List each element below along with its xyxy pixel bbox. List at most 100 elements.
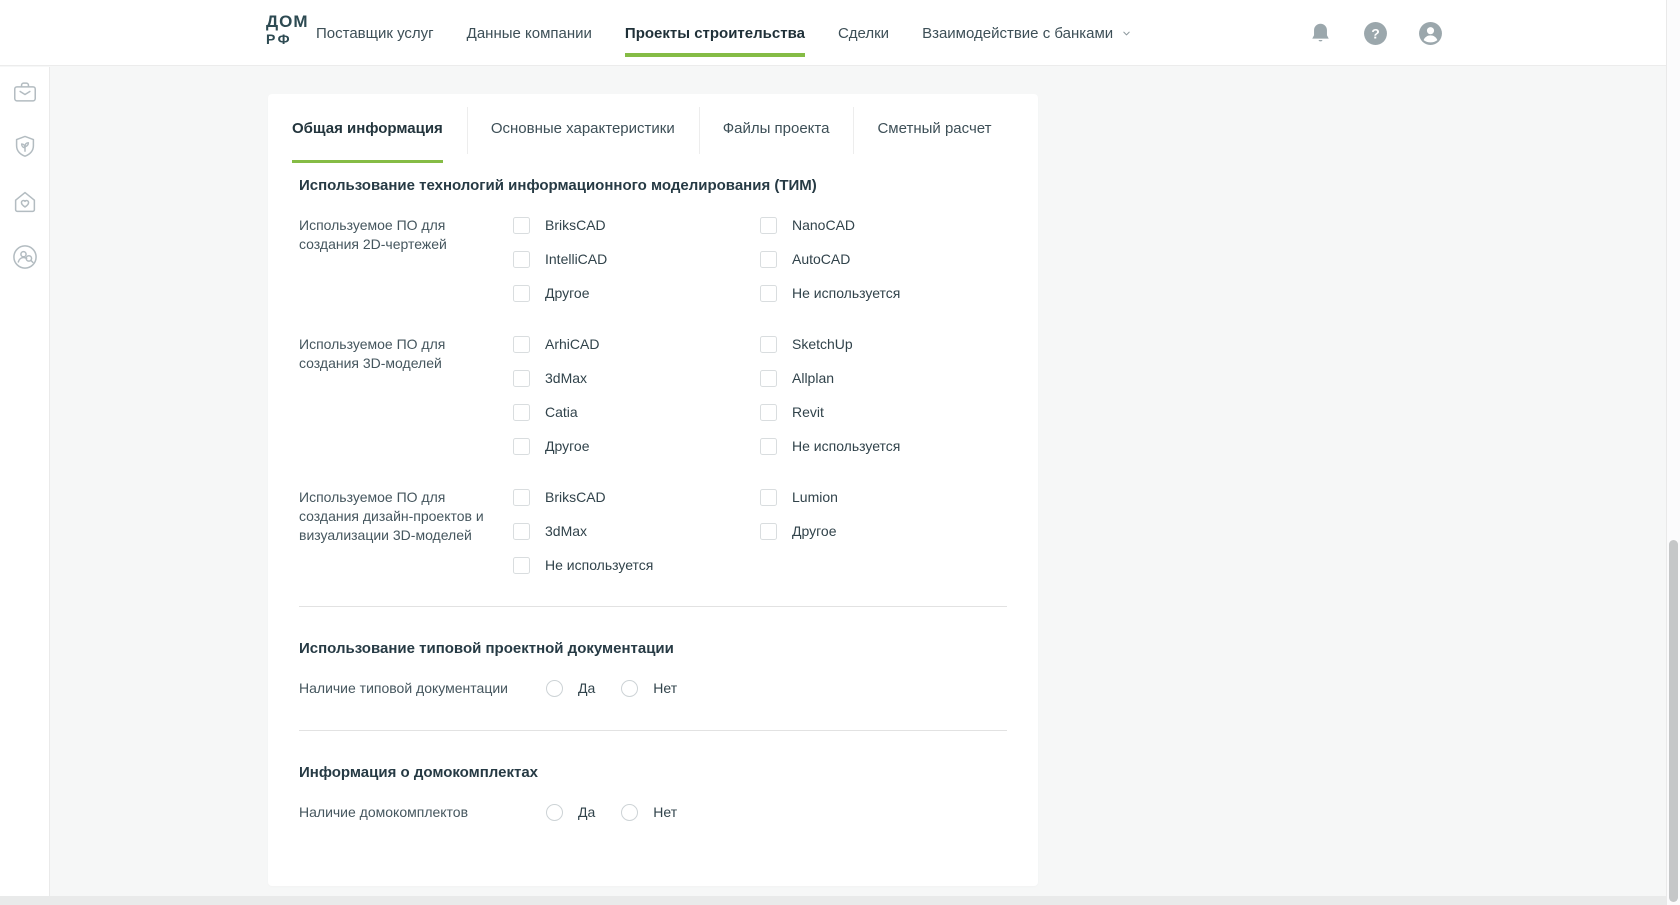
checkbox-option[interactable]: ArhiCAD [513,335,760,353]
checkbox-option[interactable]: Allplan [760,369,1007,387]
shield-plant-icon[interactable] [11,133,39,161]
checkbox-label: AutoCAD [792,251,851,267]
checkbox[interactable] [760,403,777,421]
checkbox[interactable] [760,369,777,387]
checkbox[interactable] [760,437,777,455]
checkbox[interactable] [513,403,530,421]
checkbox-columns: BriksCAD 3dMax Не используется Lumion Другое [513,488,1007,574]
scrollbar-thumb[interactable] [1669,540,1678,902]
nav-item-label: Данные компании [466,24,592,42]
checkbox[interactable] [760,522,777,540]
form-field: Используемое ПО для создания 3D-моделей A… [299,335,1007,455]
checkbox[interactable] [513,556,530,574]
briefcase-icon[interactable] [11,78,39,106]
checkbox-columns: BriksCAD IntelliCAD Другое NanoCAD AutoCAD Не… [513,216,1007,302]
checkbox-option[interactable]: Не используется [513,556,760,574]
nav-item-label: Сделки [837,24,890,42]
radio[interactable] [621,679,639,697]
radio-options: Да Нет [546,679,677,697]
field-label: Наличие типовой документации [299,680,508,696]
tab-1[interactable]: Основные характеристики [466,94,699,163]
checkbox-option[interactable]: Другое [513,284,760,302]
scrollbar-track[interactable] [1666,0,1680,905]
checkbox[interactable] [513,488,530,506]
checkbox-option[interactable]: BriksCAD [513,488,760,506]
svg-text:?: ? [1371,25,1380,41]
form-section: Использование технологий информационного… [299,177,1007,574]
form-field: Наличие домокомплектов Да Нет [299,803,1007,822]
checkbox-option[interactable]: Не используется [760,284,1007,302]
tab-0[interactable]: Общая информация [268,94,467,163]
checkbox[interactable] [760,335,777,353]
nav-item-2[interactable]: Проекты строительства [624,0,805,66]
radio[interactable] [621,803,639,821]
form-field: Используемое ПО для создания 2D-чертежей… [299,216,1007,302]
nav-item-label: Взаимодействие с банками [922,24,1114,42]
checkbox-option[interactable]: 3dMax [513,369,760,387]
checkbox-label: Lumion [792,489,838,505]
checkbox[interactable] [513,216,530,234]
radio-label: Да [578,680,596,696]
logo-text-bottom: РФ [266,31,293,47]
checkbox[interactable] [513,335,530,353]
radio-label: Да [578,804,596,820]
radio[interactable] [546,679,563,697]
checkbox[interactable] [760,216,777,234]
person-search-icon[interactable] [11,243,39,271]
checkbox-option[interactable]: Другое [513,437,760,455]
checkbox-option[interactable]: Revit [760,403,1007,421]
tab-3[interactable]: Сметный расчет [853,94,1015,163]
checkbox-option[interactable]: IntelliCAD [513,250,760,268]
checkbox[interactable] [760,284,777,302]
field-label: Используемое ПО для создания 2D-чертежей [299,217,447,252]
checkbox-label: Allplan [792,370,835,386]
checkbox[interactable] [513,284,530,302]
radio-option[interactable]: Нет [621,803,677,821]
tab-bar: Общая информация Основные характеристики Ф… [268,94,1038,163]
checkbox-label: Другое [545,438,590,454]
field-label: Используемое ПО для создания 3D-моделей [299,336,446,371]
help-icon[interactable]: ? [1363,21,1388,46]
nav-item-1[interactable]: Данные компании [467,0,592,66]
checkbox-label: BriksCAD [545,217,606,233]
checkbox-option[interactable]: SketchUp [760,335,1007,353]
nav-item-4[interactable]: Взаимодействие с банками [922,0,1133,66]
checkbox-option[interactable]: Catia [513,403,760,421]
checkbox-option[interactable]: 3dMax [513,522,760,540]
house-heart-icon[interactable] [11,188,39,216]
radio-options: Да Нет [546,803,677,821]
checkbox-label: Catia [545,404,578,420]
checkbox-option[interactable]: Не используется [760,437,1007,455]
notifications-bell-icon[interactable] [1308,21,1333,46]
tab-2[interactable]: Файлы проекта [698,94,854,163]
radio-option[interactable]: Да [546,803,595,821]
checkbox[interactable] [513,250,530,268]
section-heading: Использование типовой проектной документ… [299,640,674,657]
checkbox[interactable] [513,522,530,540]
radio-option[interactable]: Да [546,679,595,697]
nav-item-3[interactable]: Сделки [838,0,889,66]
checkbox-option[interactable]: Lumion [760,488,1007,506]
checkbox-option[interactable]: NanoCAD [760,216,1007,234]
checkbox-label: SketchUp [792,336,853,352]
checkbox-label: 3dMax [545,370,588,386]
nav-item-0[interactable]: Поставщик услуг [316,0,434,66]
section-divider [299,730,1007,731]
checkbox[interactable] [513,369,530,387]
radio-label: Нет [653,804,678,820]
checkbox-option[interactable]: AutoCAD [760,250,1007,268]
radio-option[interactable]: Нет [621,679,677,697]
checkbox-label: ArhiCAD [545,336,600,352]
checkbox[interactable] [513,437,530,455]
profile-icon[interactable] [1418,21,1443,46]
checkbox[interactable] [760,250,777,268]
form-field: Наличие типовой документации Да Нет [299,679,1007,698]
domrf-logo[interactable]: ДОМ РФ [266,13,309,46]
checkbox-column: Lumion Другое [760,488,1007,574]
checkbox-option[interactable]: BriksCAD [513,216,760,234]
checkbox-option[interactable]: Другое [760,522,1007,540]
checkbox-label: Не используется [792,285,901,301]
radio[interactable] [546,803,563,821]
form-section: Информация о домокомплектах Наличие домок… [299,764,1007,822]
checkbox[interactable] [760,488,777,506]
